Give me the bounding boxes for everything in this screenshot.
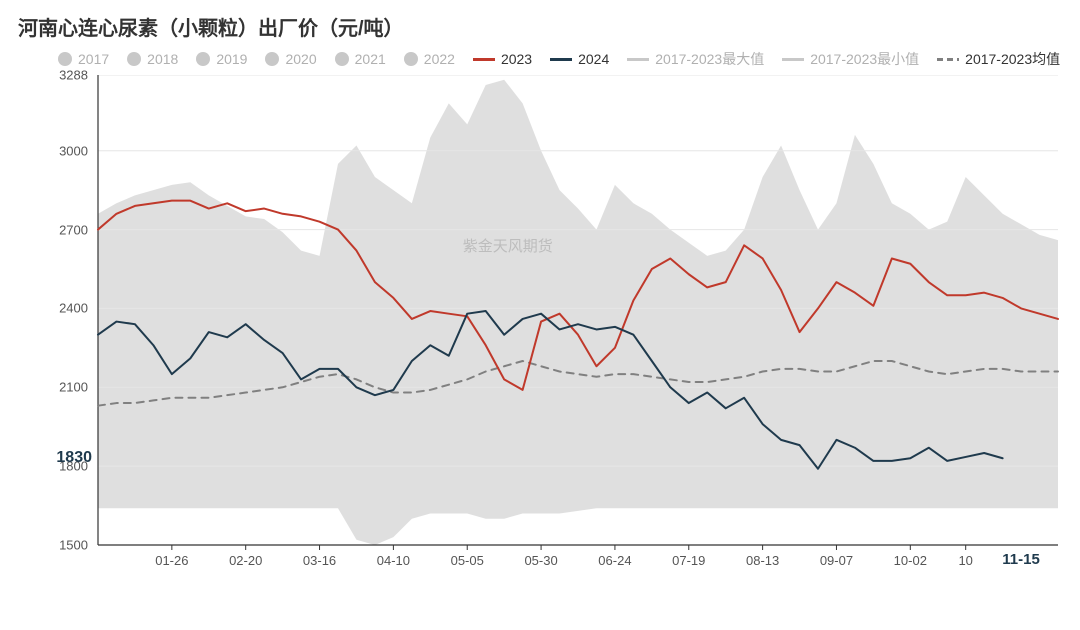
legend-item[interactable]: 2024 xyxy=(550,51,609,67)
legend-label: 2017-2023最大值 xyxy=(655,49,764,69)
legend-item[interactable]: 2023 xyxy=(473,51,532,67)
x-tick-label: 05-05 xyxy=(451,553,484,568)
legend-label: 2017-2023均值 xyxy=(965,49,1060,69)
x-tick-label: 07-19 xyxy=(672,553,705,568)
legend-swatch xyxy=(58,52,72,66)
legend-item[interactable]: 2018 xyxy=(127,51,178,67)
x-tick-label: 01-26 xyxy=(155,553,188,568)
legend-swatch xyxy=(473,58,495,61)
x-highlight-label: 11-15 xyxy=(1002,551,1040,568)
legend-swatch xyxy=(550,58,572,61)
y-tick-label: 3288 xyxy=(18,68,88,83)
legend-label: 2020 xyxy=(285,51,316,67)
x-tick-label: 06-24 xyxy=(598,553,631,568)
legend-label: 2021 xyxy=(355,51,386,67)
y-tick-label: 2700 xyxy=(18,222,88,237)
y-highlight-label: 1830 xyxy=(18,449,92,467)
legend-item[interactable]: 2020 xyxy=(265,51,316,67)
chart-title: 河南心连心尿素（小颗粒）出厂价（元/吨） xyxy=(18,12,1062,41)
legend-item[interactable]: 2017-2023最小值 xyxy=(782,49,919,69)
chart-container: 河南心连心尿素（小颗粒）出厂价（元/吨） 2017 2018 2019 2020 202… xyxy=(0,0,1080,630)
x-tick-label: 04-10 xyxy=(377,553,410,568)
legend-item[interactable]: 2017-2023最大值 xyxy=(627,49,764,69)
legend-label: 2017-2023最小值 xyxy=(810,49,919,69)
legend-label: 2023 xyxy=(501,51,532,67)
y-tick-label: 3000 xyxy=(18,143,88,158)
legend-swatch xyxy=(196,52,210,66)
legend-label: 2019 xyxy=(216,51,247,67)
legend-swatch xyxy=(404,52,418,66)
legend-label: 2017 xyxy=(78,51,109,67)
x-tick-label: 05-30 xyxy=(524,553,557,568)
x-tick-label: 08-13 xyxy=(746,553,779,568)
plot-svg xyxy=(18,75,1078,575)
plot-area: 紫金天风期货 150018002100240027003000328801-26… xyxy=(18,75,1078,575)
x-tick-label: 10 xyxy=(958,553,972,568)
legend: 2017 2018 2019 2020 2021 2022 2023 2024 2017-202… xyxy=(18,49,1062,69)
y-tick-label: 2400 xyxy=(18,301,88,316)
legend-swatch xyxy=(937,58,959,61)
legend-label: 2024 xyxy=(578,51,609,67)
x-tick-label: 02-20 xyxy=(229,553,262,568)
legend-item[interactable]: 2022 xyxy=(404,51,455,67)
legend-item[interactable]: 2017 xyxy=(58,51,109,67)
legend-item[interactable]: 2017-2023均值 xyxy=(937,49,1060,69)
x-tick-label: 10-02 xyxy=(894,553,927,568)
legend-swatch xyxy=(782,58,804,61)
legend-swatch xyxy=(127,52,141,66)
x-tick-label: 09-07 xyxy=(820,553,853,568)
legend-item[interactable]: 2021 xyxy=(335,51,386,67)
legend-swatch xyxy=(265,52,279,66)
legend-item[interactable]: 2019 xyxy=(196,51,247,67)
x-tick-label: 03-16 xyxy=(303,553,336,568)
legend-label: 2018 xyxy=(147,51,178,67)
legend-swatch xyxy=(335,52,349,66)
y-tick-label: 1500 xyxy=(18,538,88,553)
y-tick-label: 2100 xyxy=(18,380,88,395)
legend-swatch xyxy=(627,58,649,61)
legend-label: 2022 xyxy=(424,51,455,67)
